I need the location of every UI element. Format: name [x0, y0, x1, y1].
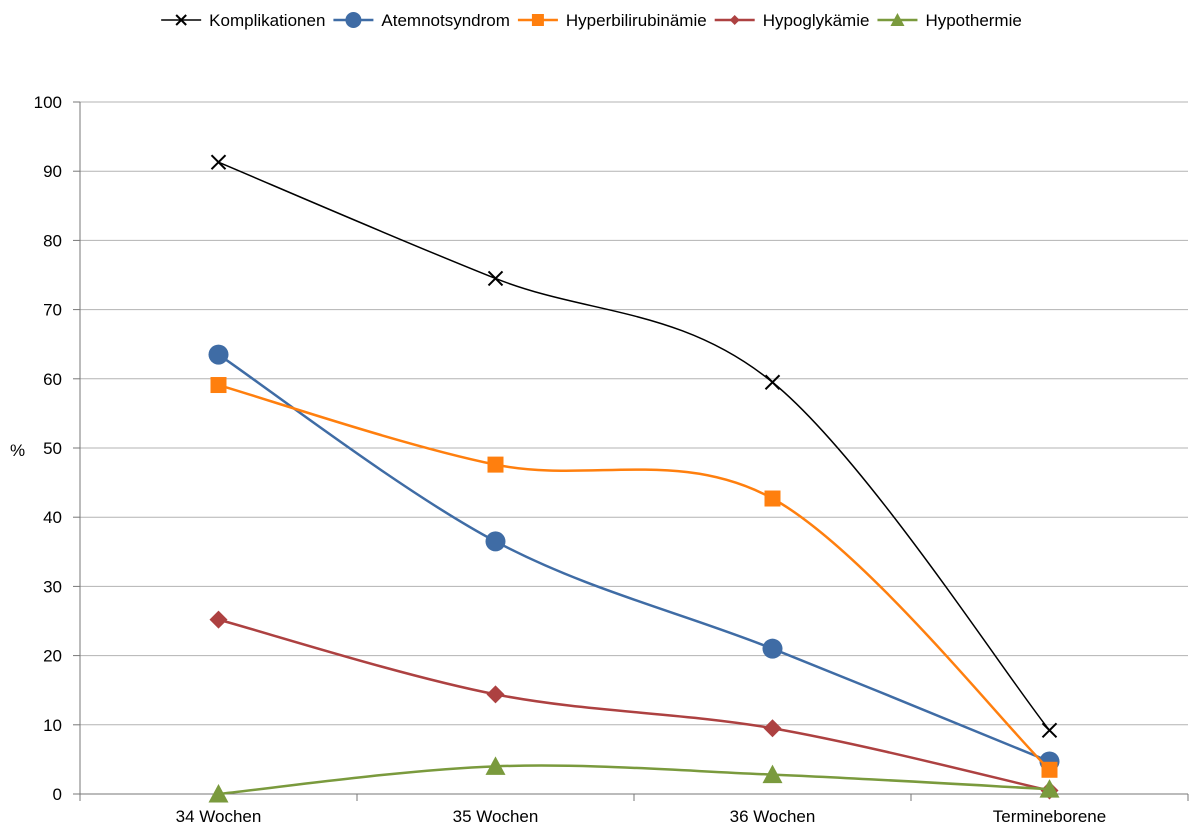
data-point-x-marker: [764, 374, 781, 390]
data-point-triangle: [890, 13, 905, 26]
series-line: [218, 618, 1050, 792]
series-atemnotsyndrom: [208, 344, 1060, 772]
data-point-square: [487, 456, 504, 473]
series-line: [218, 161, 1051, 731]
legend-label: Hyperbilirubinämie: [566, 11, 707, 30]
x-tick-label: 34 Wochen: [176, 807, 262, 826]
series-line: [218, 764, 1050, 796]
y-tick-label: 20: [43, 647, 62, 666]
y-tick-label: 60: [43, 370, 62, 389]
legend-item: Komplikationen: [161, 11, 325, 30]
y-tick-label: 10: [43, 716, 62, 735]
legend-label: Hypoglykämie: [763, 11, 870, 30]
data-point-circle: [208, 344, 229, 365]
data-point-diamond: [763, 719, 782, 738]
legend-label: Komplikationen: [209, 11, 325, 30]
series-hypothermie: [208, 756, 1060, 803]
x-tick-label: 36 Wochen: [730, 807, 816, 826]
y-tick-label: 80: [43, 231, 62, 250]
axes: 0 10 20 30 40 50 60 70 80 90 100 34 Wochen 35 Wochen…: [34, 93, 1189, 826]
y-tick-label: 30: [43, 577, 62, 596]
series-line: [217, 353, 1050, 763]
data-point-diamond: [209, 610, 228, 629]
y-tick-label: 90: [43, 162, 62, 181]
y-tick-label: 0: [53, 785, 62, 804]
x-tick-label: Termineborene: [993, 807, 1106, 826]
legend-item: Hypoglykämie: [714, 11, 870, 30]
gridlines: [80, 101, 1188, 726]
series-line: [218, 383, 1051, 771]
data-point-square: [210, 377, 227, 394]
y-tick-label: 70: [43, 301, 62, 320]
data-point-square: [764, 490, 781, 507]
series-hyperbilirubinämie: [210, 377, 1058, 778]
data-point-circle: [762, 638, 783, 659]
data-point-circle: [485, 531, 506, 552]
y-axis-label: %: [10, 441, 25, 460]
y-tick-label: 40: [43, 508, 62, 527]
data-point-x-marker: [487, 270, 504, 287]
legend-item: Atemnotsyndrom: [333, 11, 510, 30]
data-point-triangle: [208, 784, 229, 803]
data-point-x-marker: [1041, 722, 1058, 739]
data-point-square: [531, 14, 544, 26]
legend-item: Hyperbilirubinämie: [517, 11, 707, 30]
y-tick-label: 100: [34, 93, 62, 112]
data-point-triangle: [1039, 779, 1060, 798]
data-point-x-marker: [210, 154, 227, 170]
legend-label: Hypothermie: [925, 11, 1021, 30]
data-point-square: [1041, 761, 1058, 778]
legend: Komplikationen Atemnotsyndrom Hyperbilirub…: [161, 11, 1022, 30]
y-tick-label: 50: [43, 439, 62, 458]
data-point-diamond: [486, 685, 505, 704]
data-point-diamond: [729, 15, 740, 25]
data-point-triangle: [762, 764, 783, 784]
series-komplikationen: [210, 154, 1058, 739]
x-tick-label: 35 Wochen: [453, 807, 539, 826]
data-point-x-marker: [175, 14, 187, 26]
legend-item: Hypothermie: [877, 11, 1022, 30]
series-layer: [208, 154, 1060, 803]
data-point-circle: [345, 12, 362, 28]
legend-label: Atemnotsyndrom: [381, 11, 510, 30]
data-point-triangle: [485, 756, 506, 775]
